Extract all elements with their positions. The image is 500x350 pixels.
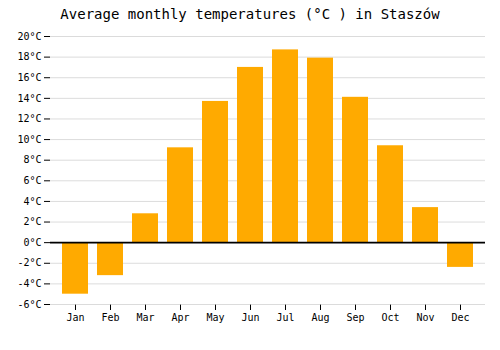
- svg-text:-2°C: -2°C: [17, 257, 41, 268]
- svg-text:-6°C: -6°C: [17, 299, 41, 310]
- svg-text:6°C: 6°C: [23, 175, 41, 186]
- svg-text:20°C: 20°C: [17, 31, 41, 42]
- svg-text:Jun: Jun: [241, 312, 259, 323]
- svg-text:8°C: 8°C: [23, 154, 41, 165]
- svg-text:Jul: Jul: [276, 312, 294, 323]
- svg-text:Sep: Sep: [346, 312, 364, 323]
- svg-text:Apr: Apr: [171, 312, 189, 323]
- svg-text:14°C: 14°C: [17, 93, 41, 104]
- svg-text:Jan: Jan: [66, 312, 84, 323]
- svg-text:-4°C: -4°C: [17, 278, 41, 289]
- svg-text:Oct: Oct: [381, 312, 399, 323]
- svg-text:Mar: Mar: [136, 312, 154, 323]
- svg-text:10°C: 10°C: [17, 134, 41, 145]
- svg-text:2°C: 2°C: [23, 216, 41, 227]
- svg-text:Dec: Dec: [451, 312, 469, 323]
- svg-text:12°C: 12°C: [17, 113, 41, 124]
- svg-text:Nov: Nov: [416, 312, 434, 323]
- svg-text:May: May: [206, 312, 224, 323]
- svg-text:4°C: 4°C: [23, 196, 41, 207]
- svg-text:16°C: 16°C: [17, 72, 41, 83]
- html-text:Average monthly temperatures (: Average monthly temperatures (°C ) in St…: [60, 6, 440, 22]
- svg-text:0°C: 0°C: [23, 237, 41, 248]
- svg-text:Aug: Aug: [311, 312, 329, 323]
- svg-text:18°C: 18°C: [17, 51, 41, 62]
- svg-text:Feb: Feb: [101, 312, 119, 323]
